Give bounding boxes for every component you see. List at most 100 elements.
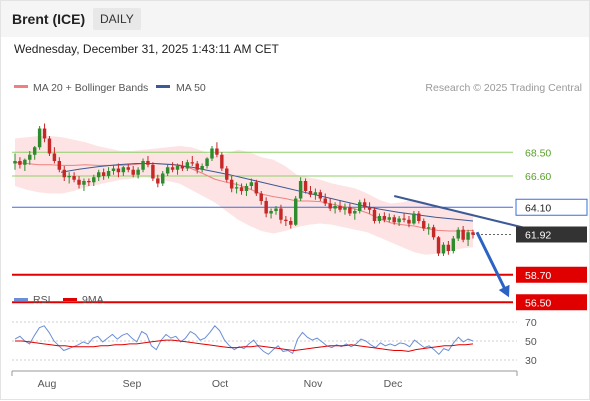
candle-body <box>101 172 106 176</box>
candle-body <box>77 179 81 185</box>
level-label-support: 58.70 <box>525 270 551 282</box>
candle-body <box>249 182 254 186</box>
candle-body <box>67 176 71 178</box>
candle-body <box>165 167 170 174</box>
candle-body <box>175 166 180 170</box>
candle-body <box>225 168 229 180</box>
candle-body <box>229 179 234 189</box>
candle-body <box>195 163 199 170</box>
level-label-resistance: 66.60 <box>525 171 551 183</box>
x-tick-label: Dec <box>384 378 403 390</box>
rsi-ma-legend-swatch <box>63 298 77 301</box>
bollinger-legend-label: MA 20 + Bollinger Bands <box>33 82 148 94</box>
rsi-tick-label: 70 <box>525 317 537 329</box>
candle-body <box>338 206 342 210</box>
candle-body <box>28 154 32 160</box>
candle-body <box>131 169 135 175</box>
candlesticks <box>13 123 475 256</box>
candle-body <box>367 207 372 210</box>
rsi-legend: RSI 9MA <box>14 294 104 306</box>
level-label-box-support <box>516 294 587 311</box>
candle-body <box>106 171 111 176</box>
candle-body <box>220 154 224 169</box>
candle-body <box>293 198 298 225</box>
candle-body <box>234 187 239 189</box>
price-levels <box>12 151 513 304</box>
x-tick-label: Oct <box>212 378 228 390</box>
rsi-legend-swatch <box>14 298 28 301</box>
candle-body <box>239 187 244 191</box>
candle-body <box>372 209 377 221</box>
candle-body <box>353 211 357 214</box>
candle-body <box>210 148 214 159</box>
candle-body <box>264 201 268 214</box>
chart-header: Brent (ICE) DAILY <box>1 1 589 37</box>
candle-body <box>441 244 446 254</box>
candle-body <box>431 227 436 238</box>
candle-body <box>426 227 431 229</box>
candle-body <box>343 207 347 210</box>
rsi-ma-legend-label: 9MA <box>82 294 104 306</box>
candle-body <box>461 229 465 240</box>
candle-body <box>382 216 387 220</box>
candle-body <box>451 238 456 251</box>
candle-body <box>13 161 17 164</box>
candle-body <box>37 128 42 148</box>
bollinger-band-area <box>15 136 473 255</box>
candle-body <box>377 216 382 221</box>
x-tick-label: Aug <box>38 378 57 390</box>
rsi-tick-label: 50 <box>525 336 537 348</box>
candle-body <box>161 173 165 184</box>
candle-body <box>446 244 451 251</box>
resistance-trendline <box>393 195 528 230</box>
rsi-line <box>14 325 474 356</box>
candle-body <box>392 217 396 223</box>
chart-datetime: Wednesday, December 31, 2025 1:43:11 AM … <box>14 42 279 56</box>
candle-body <box>200 166 204 170</box>
candle-body <box>358 202 362 211</box>
candle-body <box>87 181 91 183</box>
timeframe-badge[interactable]: DAILY <box>93 8 141 30</box>
candle-body <box>205 158 209 166</box>
rsi-ma-line <box>15 339 474 352</box>
candle-body <box>151 164 155 179</box>
bollinger-band <box>15 136 473 255</box>
chart-legend: MA 20 + Bollinger Bands MA 50 Research ©… <box>14 82 582 94</box>
level-labels: 68.50 66.60 64.10 61.92 58.70 56.50 <box>515 147 588 311</box>
candle-body <box>244 186 249 191</box>
candle-body <box>362 202 367 208</box>
candle-body <box>190 162 195 164</box>
level-label-support: 56.50 <box>525 297 551 309</box>
projection-arrow-shaft <box>475 231 507 290</box>
candle-body <box>111 168 116 171</box>
candle-body <box>185 162 190 169</box>
credit-text: Research © 2025 Trading Central <box>425 82 582 94</box>
candle-body <box>274 208 278 211</box>
candle-body <box>387 217 392 220</box>
indicator-lines <box>14 161 474 232</box>
candle-body <box>47 138 52 154</box>
candle-body <box>215 148 219 155</box>
candle-body <box>62 169 66 178</box>
x-tick-label: Nov <box>304 378 323 390</box>
candle-body <box>254 182 259 194</box>
candle-body <box>32 147 37 155</box>
ma20-line <box>14 161 474 232</box>
candle-body <box>92 177 96 183</box>
candle-body <box>417 213 421 221</box>
candle-body <box>52 153 57 161</box>
candle-body <box>259 193 263 201</box>
candle-body <box>466 232 470 240</box>
candle-body <box>269 211 273 214</box>
candle-body <box>18 161 22 165</box>
candle-body <box>298 181 303 199</box>
candle-body <box>407 219 411 224</box>
x-tick-label: Sep <box>123 378 142 390</box>
candle-body <box>422 221 426 229</box>
ma50-line <box>60 163 474 222</box>
candle-body <box>146 161 150 165</box>
candle-body <box>136 169 140 175</box>
ma50-legend-swatch <box>156 85 170 88</box>
